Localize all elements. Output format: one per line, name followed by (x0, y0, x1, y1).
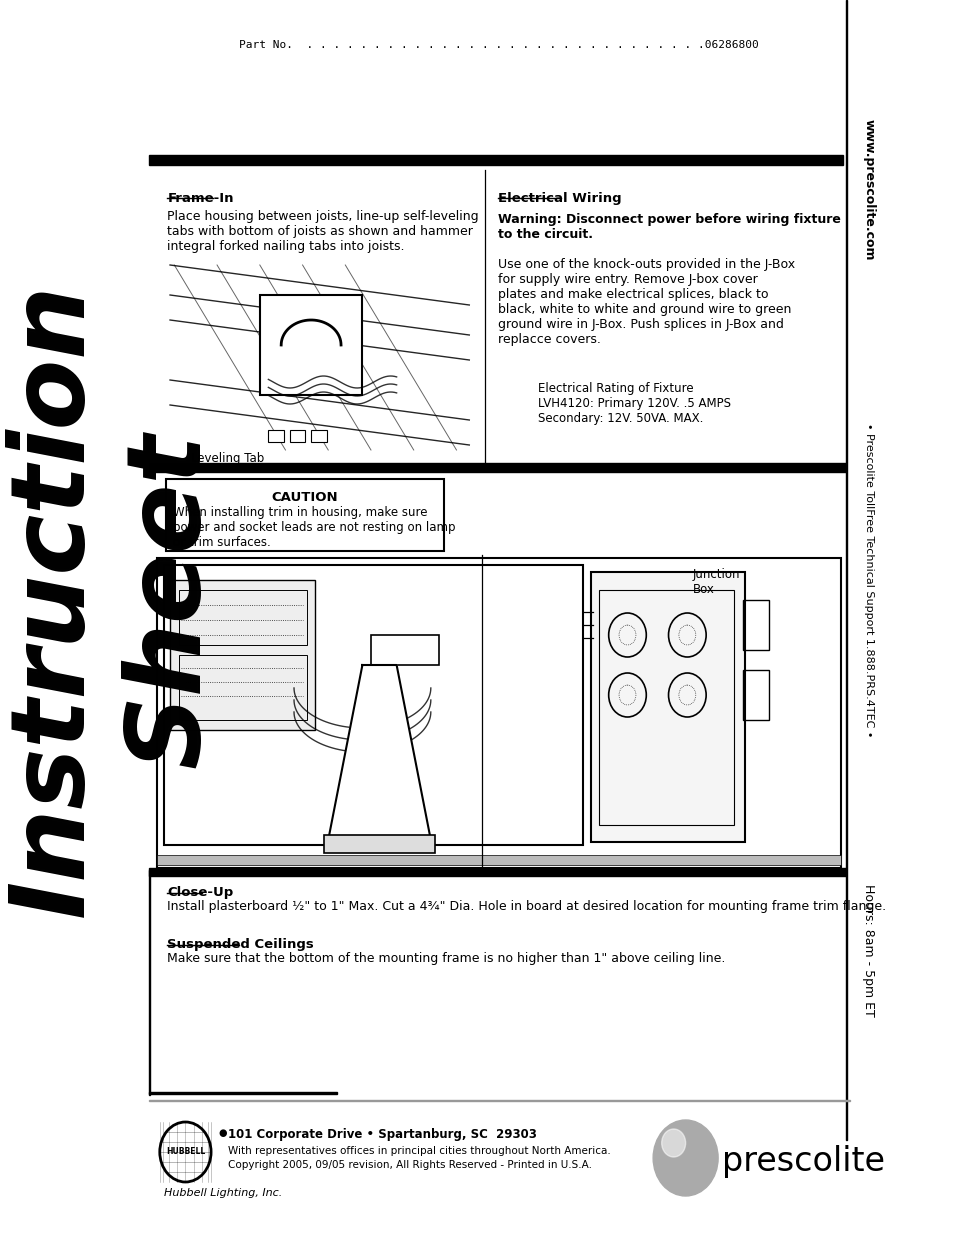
Text: Place housing between joists, line-up self-leveling
tabs with bottom of joists a: Place housing between joists, line-up se… (168, 210, 478, 253)
Text: Electrical Wiring: Electrical Wiring (497, 191, 620, 205)
Bar (157, 855, 841, 864)
Bar (164, 564, 582, 845)
Text: Frame-In: Frame-In (168, 191, 233, 205)
Text: When installing trim in housing, make sure
power and socket leads are not restin: When installing trim in housing, make su… (172, 506, 455, 550)
Text: Warning: Disconnect power before wiring fixture
to the circuit.: Warning: Disconnect power before wiring … (497, 212, 840, 241)
Bar (149, 868, 844, 876)
Bar (290, 430, 305, 442)
Circle shape (661, 1129, 685, 1157)
Text: Use one of the knock-outs provided in the J-Box
for supply wire entry. Remove J-: Use one of the knock-outs provided in th… (497, 258, 794, 346)
Bar (268, 430, 283, 442)
Text: Hubbell Lighting, Inc.: Hubbell Lighting, Inc. (164, 1188, 282, 1198)
Bar (149, 463, 844, 472)
Polygon shape (328, 664, 431, 840)
Bar (311, 430, 326, 442)
Bar (149, 1092, 336, 1094)
Bar (324, 835, 435, 853)
Text: www.prescolite.com: www.prescolite.com (862, 120, 874, 261)
Text: 101 Corporate Drive • Spartanburg, SC  29303: 101 Corporate Drive • Spartanburg, SC 29… (228, 1128, 537, 1141)
Bar (178, 655, 307, 720)
Bar (157, 558, 841, 868)
Text: Instruction
Sheet: Instruction Sheet (4, 283, 221, 918)
Bar (371, 635, 439, 664)
Text: Close-Up: Close-Up (168, 885, 233, 899)
Text: Junction
Box: Junction Box (692, 568, 740, 597)
Bar (259, 295, 362, 395)
Text: Part No.  . . . . . . . . . . . . . . . . . . . . . . . . . . . . . .06286800: Part No. . . . . . . . . . . . . . . . .… (239, 40, 759, 49)
Text: Secondary: 12V. 50VA. MAX.: Secondary: 12V. 50VA. MAX. (537, 412, 702, 425)
Text: Leveling Tab: Leveling Tab (192, 452, 264, 466)
Bar (178, 590, 307, 645)
Text: prescolite: prescolite (720, 1146, 883, 1178)
Text: • Prescolite TollFree Technical Support 1.888.PRS.4TEC •: • Prescolite TollFree Technical Support … (862, 422, 873, 737)
Bar (149, 869, 151, 1095)
Text: CAUTION: CAUTION (271, 492, 337, 504)
Bar (598, 590, 734, 825)
Text: With representatives offices in principal cities throughout North America.: With representatives offices in principa… (228, 1146, 610, 1156)
Bar (170, 580, 315, 730)
Text: Install plasterboard ½" to 1" Max. Cut a 4¾" Dia. Hole in board at desired locat: Install plasterboard ½" to 1" Max. Cut a… (168, 900, 885, 913)
Bar (149, 156, 842, 165)
Text: Hours: 8am - 5pm ET: Hours: 8am - 5pm ET (862, 883, 874, 1016)
Text: LVH4120: Primary 120V. .5 AMPS: LVH4120: Primary 120V. .5 AMPS (537, 396, 730, 410)
Text: Make sure that the bottom of the mounting frame is no higher than 1" above ceili: Make sure that the bottom of the mountin… (168, 952, 725, 965)
Bar (590, 572, 744, 842)
Bar (844, 0, 846, 1140)
Bar (742, 671, 768, 720)
Text: Copyright 2005, 09/05 revision, All Rights Reserved - Printed in U.S.A.: Copyright 2005, 09/05 revision, All Righ… (228, 1160, 592, 1170)
Text: ●: ● (218, 1128, 227, 1137)
Bar (742, 600, 768, 650)
Text: Suspended Ceilings: Suspended Ceilings (168, 939, 314, 951)
Circle shape (653, 1120, 718, 1195)
Text: HUBBELL: HUBBELL (166, 1147, 205, 1156)
Text: Electrical Rating of Fixture: Electrical Rating of Fixture (537, 382, 693, 395)
